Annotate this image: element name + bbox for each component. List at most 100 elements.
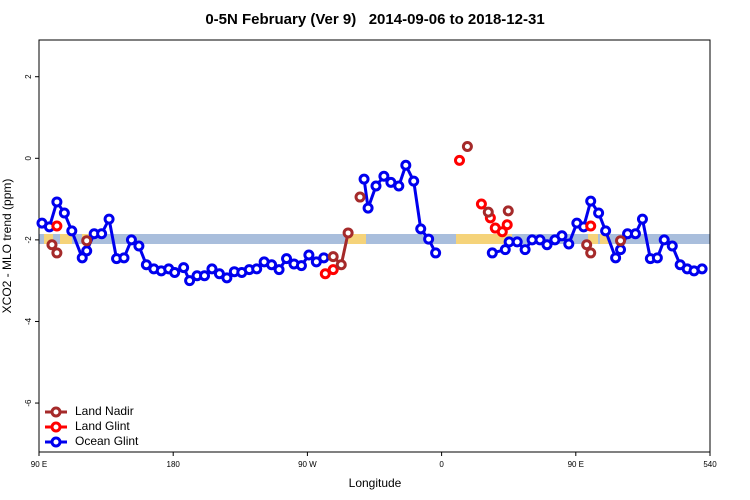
- data-point: [408, 175, 420, 187]
- data-point: [629, 228, 641, 240]
- data-point: [81, 245, 93, 257]
- data-point: [327, 264, 339, 276]
- data-point: [281, 253, 293, 265]
- data-point: [502, 205, 514, 217]
- x-tick-label: 180: [167, 460, 181, 469]
- data-point: [511, 236, 523, 248]
- data-point: [615, 235, 627, 247]
- data-point: [585, 220, 597, 232]
- data-point: [81, 235, 93, 247]
- plot-frame: [38, 39, 711, 453]
- y-tick-label: -4: [24, 317, 33, 325]
- data-point: [615, 244, 627, 256]
- data-point: [184, 275, 196, 287]
- data-point: [430, 247, 442, 259]
- data-point: [96, 228, 108, 240]
- data-point: [303, 249, 315, 261]
- data-point: [585, 247, 597, 259]
- band-land: [588, 234, 598, 244]
- data-point: [51, 220, 63, 232]
- y-tick-label: 0: [24, 156, 33, 161]
- data-point: [51, 196, 63, 208]
- legend-label: Land Glint: [75, 419, 130, 433]
- data-point: [519, 244, 531, 256]
- data-point: [103, 213, 115, 225]
- data-point: [563, 238, 575, 250]
- x-tick-label: 540: [703, 460, 717, 469]
- series-line: [325, 225, 590, 274]
- data-point: [335, 259, 347, 271]
- data-point: [534, 234, 546, 246]
- legend-marker: [50, 421, 62, 433]
- data-point: [482, 206, 494, 218]
- data-point: [370, 180, 382, 192]
- series: [46, 140, 627, 271]
- data-point: [133, 240, 145, 252]
- data-point: [453, 154, 465, 166]
- data-point: [593, 207, 605, 219]
- data-point: [585, 195, 597, 207]
- data-point: [378, 170, 390, 182]
- y-tick-label: -6: [24, 399, 33, 407]
- data-point: [266, 259, 278, 271]
- data-point: [66, 225, 78, 237]
- x-tick-label: 0: [439, 460, 444, 469]
- data-point: [496, 226, 508, 238]
- data-point: [295, 260, 307, 272]
- x-tick-label: 90 E: [568, 460, 584, 469]
- band-land: [348, 234, 366, 244]
- data-point: [610, 252, 622, 264]
- data-point: [556, 230, 568, 242]
- band-land: [60, 234, 72, 244]
- data-point: [342, 227, 354, 239]
- data-point: [658, 234, 670, 246]
- band-land: [44, 234, 53, 244]
- data-point: [362, 202, 374, 214]
- data-point: [636, 213, 648, 225]
- data-point: [423, 233, 435, 245]
- y-tick-label: -2: [24, 236, 33, 244]
- data-point: [541, 239, 553, 251]
- x-axis-label: Longitude: [349, 476, 402, 490]
- data-point: [475, 198, 487, 210]
- legend-marker: [50, 436, 62, 448]
- data-point: [46, 239, 58, 251]
- data-point: [58, 207, 70, 219]
- data-point: [273, 264, 285, 276]
- data-point: [51, 247, 63, 259]
- data-point: [199, 270, 211, 282]
- data-point: [318, 252, 330, 264]
- data-point: [486, 247, 498, 259]
- data-point: [393, 180, 405, 192]
- y-axis-label: XCO2 - MLO trend (ppm): [0, 179, 14, 314]
- data-point: [206, 263, 218, 275]
- data-point: [221, 272, 233, 284]
- chart-title: 0-5N February (Ver 9) 2014-09-06 to 2018…: [205, 11, 544, 28]
- data-point: [118, 252, 130, 264]
- data-point: [461, 140, 473, 152]
- band-land: [600, 234, 610, 244]
- data-point: [581, 239, 593, 251]
- data-point: [354, 191, 366, 203]
- data-point: [358, 173, 370, 185]
- legend-label: Ocean Glint: [75, 434, 139, 448]
- band-ocean: [39, 234, 710, 244]
- data-point: [125, 234, 137, 246]
- data-point: [696, 263, 708, 275]
- x-tick-label: 90 E: [31, 460, 47, 469]
- data-point: [600, 225, 612, 237]
- data-point: [501, 219, 513, 231]
- legend-marker: [50, 406, 62, 418]
- data-point: [400, 159, 412, 171]
- data-point: [666, 240, 678, 252]
- band-land: [456, 234, 512, 244]
- data-point: [651, 252, 663, 264]
- y-tick-label: 2: [24, 74, 33, 79]
- data-point: [169, 267, 181, 279]
- data-point: [327, 251, 339, 263]
- data-point: [178, 262, 190, 274]
- data-point: [251, 263, 263, 275]
